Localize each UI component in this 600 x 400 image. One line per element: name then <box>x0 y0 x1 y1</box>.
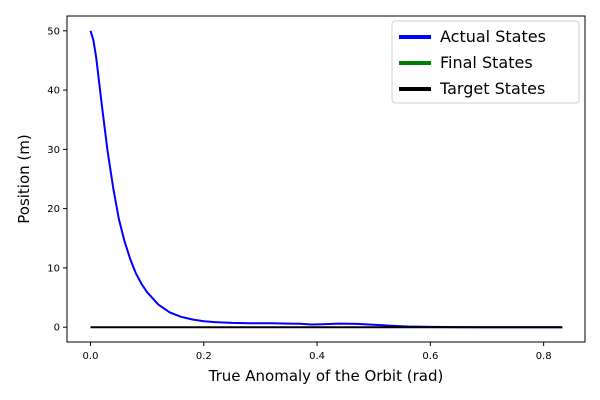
y-axis-ticks: 0 10 20 30 40 50 <box>47 26 67 334</box>
x-tick-label: 0.2 <box>196 351 212 362</box>
y-tick-label: 10 <box>47 263 60 274</box>
y-tick-label: 40 <box>47 86 60 97</box>
x-axis-label: True Anomaly of the Orbit (rad) <box>208 367 444 385</box>
plot-frame <box>66 15 586 343</box>
plot-lines <box>89 30 563 329</box>
x-tick-label: 0.8 <box>536 351 552 362</box>
legend-box <box>391 20 580 104</box>
legend-label-target-states: Target States <box>439 79 545 98</box>
x-axis-ticks: 0.0 0.2 0.4 0.6 0.8 <box>83 342 552 362</box>
x-tick-label: 0.4 <box>309 351 325 362</box>
legend-label-actual-states: Actual States <box>440 27 546 46</box>
y-tick-label: 0 <box>54 323 60 334</box>
x-tick-label: 0.6 <box>422 351 438 362</box>
legend-label-final-states: Final States <box>440 53 533 72</box>
y-tick-label: 50 <box>47 26 60 37</box>
x-tick-label: 0.0 <box>83 351 99 362</box>
legend: Actual States Final States Target States <box>391 20 580 104</box>
y-tick-label: 20 <box>47 204 60 215</box>
y-tick-label: 30 <box>47 145 60 156</box>
y-axis-label: Position (m) <box>15 134 33 224</box>
